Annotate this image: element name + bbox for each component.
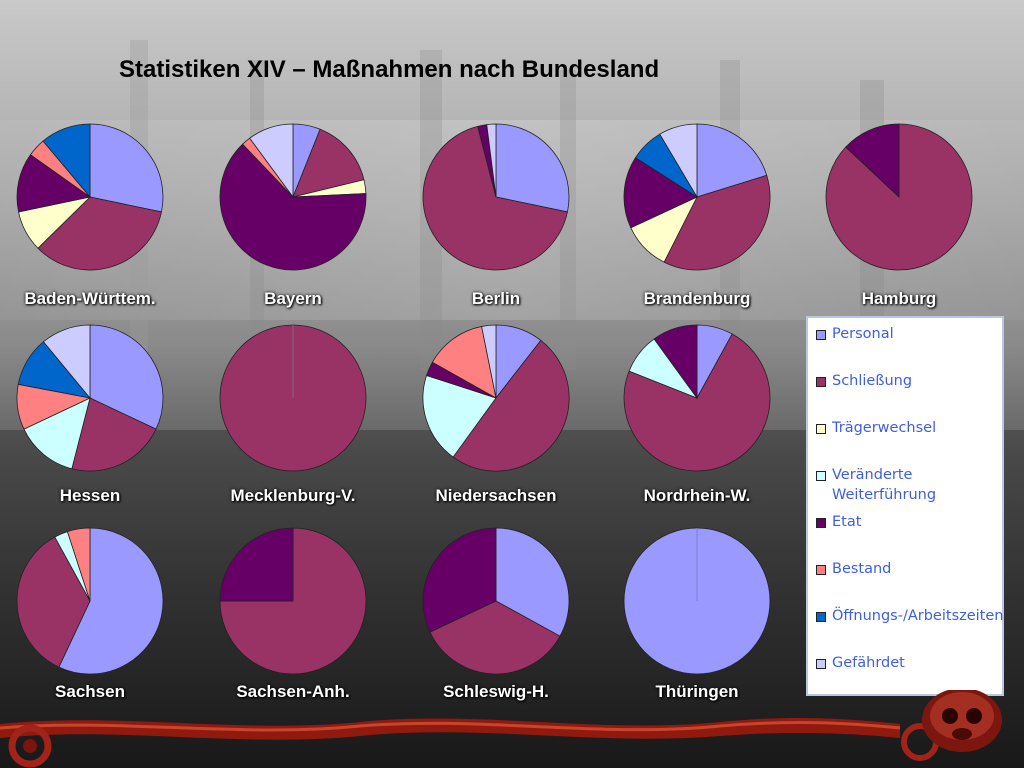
- legend-swatch: [816, 424, 826, 434]
- slice-etat: [623, 157, 698, 229]
- pie-brandenburg: [623, 123, 771, 271]
- slice-schliessung: [71, 397, 157, 472]
- legend-label: Etat: [832, 514, 862, 530]
- pie-niedersachsen: [422, 324, 570, 472]
- pie-bayern: [219, 123, 367, 271]
- legend-label: Bestand: [832, 561, 892, 577]
- slice-gefaehrdet: [659, 123, 698, 199]
- pie-nordrhein-w: [623, 324, 771, 472]
- slice-personal: [495, 527, 570, 637]
- slice-personal: [58, 527, 164, 675]
- slice-personal: [89, 123, 164, 213]
- legend-label: Gefährdet: [832, 655, 905, 671]
- pie-label-hessen: Hessen: [59, 486, 121, 505]
- chart-legend: Personal Schließung Trägerwechsel Verändert…: [806, 316, 1004, 696]
- pie-label-brandenburg: Brandenburg: [643, 289, 751, 308]
- slice-schliessung: [663, 174, 771, 271]
- slice-bestand: [66, 527, 91, 602]
- legend-swatch: [816, 377, 826, 387]
- legend-swatch: [816, 565, 826, 575]
- pie-schleswig-h: [422, 527, 570, 675]
- slice-personal: [696, 123, 768, 198]
- slice-veraenderte-weiterfuehrung: [23, 397, 91, 470]
- slice-personal: [495, 123, 570, 213]
- pie-label-sachsen: Sachsen: [55, 682, 125, 701]
- slice-schliessung: [623, 333, 771, 472]
- slice-schliessung: [422, 125, 568, 271]
- legend-swatch: [816, 330, 826, 340]
- pie-label-mecklenburg-v: Mecklenburg-V.: [230, 486, 356, 505]
- legend-label: Öffnungs-/Arbeitszeiten: [832, 608, 1004, 624]
- legend-swatch: [816, 659, 826, 669]
- legend-label: Veränderte Weiterführung: [832, 467, 937, 503]
- pie-mecklenburg-v: [219, 324, 367, 472]
- slice-etat: [16, 154, 91, 213]
- pie-label-schleswig-h: Schleswig-H.: [443, 682, 549, 701]
- slice-schliessung: [429, 600, 561, 675]
- slice-personal: [89, 324, 164, 430]
- legend-swatch: [816, 518, 826, 528]
- pie-label-berlin: Berlin: [471, 289, 521, 308]
- decorative-border: [0, 690, 1002, 768]
- slice-etat: [653, 324, 698, 400]
- slice-etat: [219, 527, 294, 602]
- legend-label: Schließung: [832, 373, 913, 389]
- slice-gefaehrdet: [486, 123, 497, 198]
- legend-label: Trägerwechsel: [832, 420, 937, 436]
- slice-gefaehrdet: [249, 123, 294, 199]
- pie-baden-wuerttem: [16, 123, 164, 271]
- slice-etat: [845, 123, 900, 198]
- pie-label-nordrhein-w: Nordrhein-W.: [643, 486, 751, 505]
- slice-schliessung: [452, 339, 570, 472]
- slice-veraenderte-weiterfuehrung: [422, 374, 497, 458]
- slice-schliessung: [37, 196, 162, 271]
- pie-sachsen-anh: [219, 527, 367, 675]
- slice-gefaehrdet: [481, 324, 497, 399]
- slice-schliessung: [16, 536, 91, 668]
- slice-bestand: [431, 325, 497, 399]
- slice-gefaehrdet: [42, 324, 91, 400]
- legend-swatch: [816, 471, 826, 481]
- pie-berlin: [422, 123, 570, 271]
- slice-oeffnungs-arbeitszeiten: [42, 123, 91, 199]
- legend-label: Personal: [832, 326, 894, 342]
- slice-schliessung: [292, 128, 365, 198]
- slice-schliessung: [219, 527, 367, 675]
- pie-thueringen: [623, 527, 771, 675]
- pie-sachsen: [16, 527, 164, 675]
- pie-label-bayern: Bayern: [264, 289, 322, 308]
- legend-swatch: [816, 612, 826, 622]
- slice-etat: [219, 143, 367, 271]
- pie-label-hamburg: Hamburg: [861, 289, 937, 308]
- pie-hamburg: [825, 123, 973, 271]
- pie-hessen: [16, 324, 164, 472]
- pie-label-niedersachsen: Niedersachsen: [435, 486, 557, 505]
- pie-label-thueringen: Thüringen: [655, 682, 739, 701]
- pie-label-sachsen-anh: Sachsen-Anh.: [236, 682, 350, 701]
- slice-etat: [422, 527, 497, 633]
- pie-label-baden-wuerttem: Baden-Württem.: [24, 289, 156, 308]
- slide-title: Statistiken XIV – Maßnahmen nach Bundesl…: [119, 56, 660, 83]
